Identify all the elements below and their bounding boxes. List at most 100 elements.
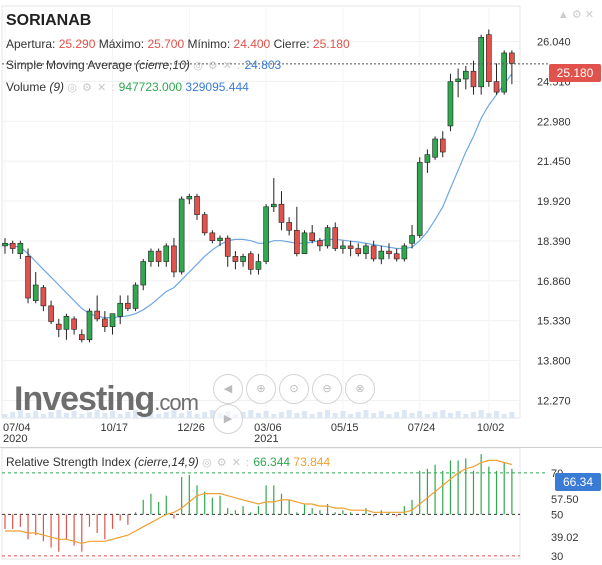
volume-bar: [186, 411, 192, 418]
candle-body: [447, 81, 454, 127]
volume-bar: [71, 411, 77, 418]
volume-bar: [171, 410, 177, 418]
volume-bar: [148, 411, 154, 418]
logo-suffix: .com: [154, 390, 199, 415]
volume-bar: [332, 413, 338, 418]
open-label: Apertura:: [6, 37, 56, 51]
fit-button[interactable]: ⊗: [345, 374, 375, 404]
candle-body: [270, 203, 277, 208]
last-price-badge: 25.180: [549, 64, 601, 82]
sma-legend[interactable]: Simple Moving Average (cierre,10) ◎ ⚙ ✕ …: [6, 58, 281, 72]
volume-bar: [417, 411, 423, 418]
volume-bar: [455, 411, 461, 418]
volume-bar: [424, 414, 430, 418]
volume-bar: [209, 410, 215, 418]
high-label: Máximo:: [98, 37, 145, 51]
rsi-legend[interactable]: Relative Strength Index (cierre,14,9) ◎ …: [6, 455, 330, 469]
sma-value: 24.803: [244, 58, 282, 72]
price-y-tick-label: 13.800: [537, 356, 571, 368]
scroll-left-button[interactable]: ◀: [213, 374, 243, 404]
candle-body: [263, 206, 269, 262]
volume-controls-icon[interactable]: ◎ ⚙ ✕ :: [67, 82, 116, 94]
volume-bar: [478, 410, 484, 418]
investing-logo: Investing.com: [14, 380, 199, 419]
sma-params: (cierre,10): [135, 58, 190, 72]
price-y-tick-label: 26.040: [537, 36, 571, 48]
candle-body: [79, 334, 85, 341]
volume-bar: [294, 413, 300, 418]
volume-bar: [317, 412, 323, 418]
x-tick-label: 12/26: [177, 422, 205, 434]
reset-zoom-button[interactable]: ⊙: [279, 374, 309, 404]
volume-bar: [79, 414, 85, 418]
price-y-tick-label: 12.270: [537, 396, 571, 408]
volume-bar: [48, 412, 54, 418]
sma-controls-icon[interactable]: ◎ ⚙ ✕ :: [193, 60, 242, 72]
candle-body: [32, 284, 39, 301]
rsi-controls-icon[interactable]: ◎ ⚙ ✕ :: [202, 457, 251, 469]
scroll-right-button[interactable]: ▶: [213, 404, 243, 434]
candle-body: [240, 256, 246, 262]
volume-legend[interactable]: Volume (9) ◎ ⚙ ✕ : 947723.000 329095.444: [6, 80, 249, 94]
volume-bar: [486, 413, 492, 418]
x-tick-label: 07/24: [408, 422, 436, 434]
volume-bar: [25, 413, 31, 418]
low-label: Mínimo:: [187, 37, 231, 51]
volume-bar: [40, 414, 46, 418]
candle-body: [509, 52, 515, 64]
candle-body: [71, 318, 77, 330]
rsi-y-tick-label: 57.50: [551, 494, 579, 506]
candle-body: [94, 310, 100, 320]
volume-bar: [255, 413, 261, 418]
candle-body: [247, 253, 254, 270]
volume-bar: [271, 414, 277, 418]
x-tick-label: 10/02: [477, 422, 505, 434]
x-tick-label: 2021: [254, 433, 278, 445]
candle-body: [17, 242, 24, 255]
volume-bar: [501, 414, 507, 418]
volume-bar: [263, 411, 269, 418]
candle-body: [309, 232, 316, 241]
volume-bar: [163, 412, 169, 418]
candle-body: [370, 245, 377, 260]
volume-bar: [470, 412, 476, 418]
candle-body: [432, 138, 438, 158]
rsi-value-1: 66.344: [253, 455, 291, 469]
volume-bar: [56, 410, 62, 418]
volume-bar: [94, 410, 100, 418]
candle-body: [301, 232, 308, 255]
candle-body: [109, 313, 116, 328]
candle-body: [278, 203, 285, 223]
volume-bar: [179, 413, 185, 418]
volume-bar: [248, 410, 254, 418]
candle-body: [317, 240, 323, 247]
zoom-out-button[interactable]: ⊖: [312, 374, 342, 404]
rsi-params: (cierre,14,9): [134, 455, 199, 469]
candle-body: [347, 245, 354, 249]
price-y-tick-label: 22.980: [537, 116, 571, 128]
zoom-in-button[interactable]: ⊕: [246, 374, 276, 404]
candle-body: [378, 250, 385, 260]
x-tick-label: 2020: [3, 433, 27, 445]
candle-body: [201, 214, 208, 234]
top-controls[interactable]: ▲ ⚙ ✕: [557, 9, 594, 21]
ohlc-legend: Apertura: 25.290 Máximo: 25.700 Mínimo: …: [6, 37, 350, 51]
volume-bar: [409, 413, 415, 418]
volume-bar: [286, 410, 292, 418]
close-label: Cierre:: [273, 37, 310, 51]
candle-body: [25, 256, 31, 299]
volume-bar: [325, 410, 331, 418]
candle-body: [486, 34, 492, 82]
candle-body: [355, 248, 362, 255]
candle-body: [255, 261, 262, 270]
volume-bar: [463, 414, 469, 418]
volume-bar: [302, 411, 308, 418]
candle-body: [332, 227, 339, 249]
x-tick-label: 05/15: [331, 422, 359, 434]
candle-body: [163, 245, 170, 262]
candle-body: [148, 250, 154, 262]
volume-bar: [401, 410, 407, 418]
rsi-y-tick-label: 50: [551, 509, 563, 521]
